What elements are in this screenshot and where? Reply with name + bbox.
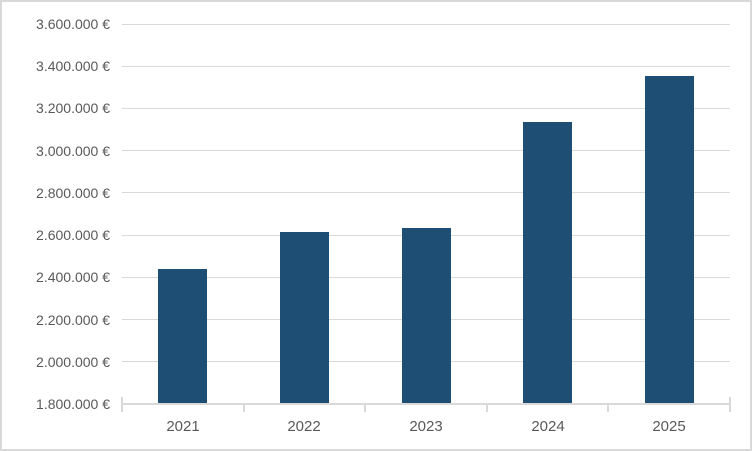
x-axis-tick [729, 397, 731, 412]
x-axis-category-label: 2023 [409, 418, 443, 435]
bar-2025 [645, 76, 694, 403]
y-axis-tick-label: 2.600.000 € [36, 227, 110, 244]
gridline [122, 107, 730, 109]
x-axis-tick [364, 405, 366, 412]
y-axis-tick-label: 3.200.000 € [36, 100, 110, 117]
x-axis-tick [243, 405, 245, 412]
gridline [122, 23, 730, 25]
bar-2021 [158, 269, 207, 403]
x-axis: 2021 2022 2023 2024 2025 [122, 417, 730, 439]
y-axis-tick-label: 3.000.000 € [36, 142, 110, 159]
bar-2024 [523, 122, 572, 403]
y-axis-tick-label: 2.200.000 € [36, 311, 110, 328]
y-axis-tick-label: 2.000.000 € [36, 353, 110, 370]
y-axis-tick-label: 3.400.000 € [36, 58, 110, 75]
x-axis-category-label: 2022 [287, 418, 321, 435]
x-axis-tick [121, 397, 123, 412]
plot-area [121, 23, 731, 412]
gridline [122, 65, 730, 67]
x-axis-tick [486, 405, 488, 412]
bar-2022 [280, 232, 329, 403]
bar-2023 [402, 228, 451, 403]
gridline [122, 150, 730, 152]
x-axis-tick [607, 405, 609, 412]
y-axis: 1.800.000 € 2.000.000 € 2.200.000 € 2.400.0… [2, 2, 110, 449]
y-axis-tick-label: 1.800.000 € [36, 396, 110, 412]
x-axis-category-label: 2021 [166, 418, 200, 435]
x-axis-line [122, 403, 730, 405]
x-axis-category-label: 2024 [531, 418, 565, 435]
x-axis-category-label: 2025 [652, 418, 686, 435]
y-axis-tick-label: 2.400.000 € [36, 269, 110, 286]
y-axis-tick-label: 3.600.000 € [36, 16, 110, 32]
gridline [122, 192, 730, 194]
y-axis-tick-label: 2.800.000 € [36, 184, 110, 201]
